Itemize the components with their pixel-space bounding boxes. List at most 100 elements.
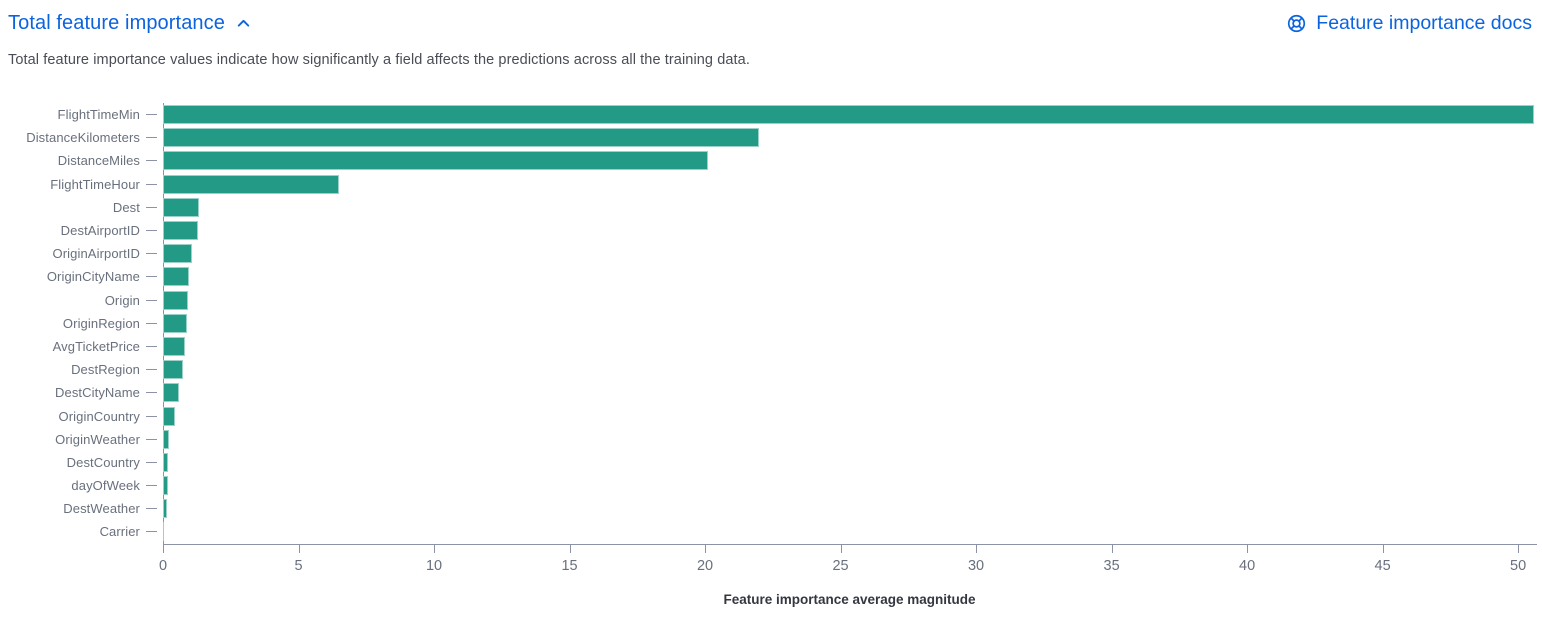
section-title: Total feature importance [8, 12, 225, 34]
bar-row: AvgTicketPrice [0, 335, 1542, 358]
y-axis-label: DistanceKilometers [26, 130, 140, 146]
y-tick-mark [140, 196, 163, 219]
y-axis-label: OriginAirportID [52, 246, 140, 262]
y-axis-label: DestAirportID [60, 223, 140, 239]
bar-row: DestCityName [0, 381, 1542, 404]
bar-row: FlightTimeMin [0, 103, 1542, 126]
importance-bar[interactable] [163, 383, 179, 403]
x-tick-mark [163, 543, 164, 553]
x-tick-label: 10 [425, 557, 443, 574]
importance-bar[interactable] [163, 452, 168, 472]
bar-row: DestAirportID [0, 219, 1542, 242]
x-tick-label: 45 [1374, 557, 1391, 574]
y-tick-mark [140, 219, 163, 242]
importance-bar[interactable] [163, 128, 760, 148]
y-tick-mark [140, 335, 163, 358]
y-tick-mark [140, 265, 163, 288]
y-tick-mark [140, 126, 163, 149]
bar-row: DestWeather [0, 497, 1542, 520]
importance-bar[interactable] [163, 360, 183, 380]
section-description: Total feature importance values indicate… [8, 52, 750, 68]
bar-row: DestCountry [0, 451, 1542, 474]
x-tick-mark [705, 543, 707, 553]
bar-row: dayOfWeek [0, 474, 1542, 497]
bar-row: DistanceKilometers [0, 126, 1542, 149]
x-tick-mark [840, 543, 842, 553]
x-tick-mark [1518, 543, 1520, 553]
bar-rows: FlightTimeMin DistanceKilometers DistanceM… [0, 103, 1542, 544]
total-feature-importance-toggle[interactable]: Total feature importance [8, 12, 252, 35]
importance-bar[interactable] [163, 476, 168, 496]
feature-importance-docs-link[interactable]: Feature importance docs [1286, 12, 1532, 35]
x-tick-label: 50 [1510, 557, 1527, 574]
bar-row: OriginCityName [0, 265, 1542, 288]
y-tick-mark [140, 149, 163, 172]
x-axis-line [163, 543, 1537, 545]
y-axis-label: OriginCityName [46, 269, 140, 285]
y-axis-label: OriginWeather [55, 431, 140, 447]
x-tick-mark [976, 543, 978, 553]
importance-bar[interactable] [163, 429, 169, 449]
y-axis-label: FlightTimeHour [50, 176, 140, 192]
y-tick-mark [140, 103, 163, 126]
x-tick-label: 40 [1239, 557, 1256, 574]
bar-row: Dest [0, 196, 1542, 219]
x-tick-label: 20 [696, 557, 714, 574]
y-axis-label: AvgTicketPrice [52, 338, 140, 354]
lifebuoy-help-icon [1288, 14, 1306, 33]
importance-bar[interactable] [163, 221, 199, 241]
bar-row: OriginRegion [0, 312, 1542, 335]
importance-bar[interactable] [163, 151, 708, 171]
x-tick-mark [1247, 543, 1249, 553]
importance-bar[interactable] [163, 336, 186, 356]
y-tick-mark [140, 404, 163, 427]
y-tick-mark [140, 242, 163, 265]
x-axis-title: Feature importance average magnitude [723, 591, 976, 607]
chevron-up-icon[interactable] [235, 15, 252, 32]
y-tick-mark [140, 451, 163, 474]
y-axis-label: DestWeather [63, 501, 140, 517]
bar-row: DestRegion [0, 358, 1542, 381]
y-axis-label: OriginRegion [62, 315, 140, 331]
bar-row: Carrier [0, 520, 1542, 543]
y-axis-label: DestCountry [66, 454, 140, 470]
y-tick-mark [140, 381, 163, 404]
y-tick-mark [140, 312, 163, 335]
bar-row: OriginCountry [0, 404, 1542, 427]
bar-row: OriginAirportID [0, 242, 1542, 265]
x-tick-mark [1382, 543, 1384, 553]
y-axis-label: Origin [104, 292, 140, 308]
importance-bar[interactable] [163, 290, 189, 310]
y-tick-mark [140, 474, 163, 497]
y-axis-label: DestRegion [71, 362, 140, 378]
importance-bar[interactable] [163, 313, 187, 333]
importance-bar[interactable] [163, 406, 175, 426]
importance-bar[interactable] [163, 197, 200, 217]
y-axis-label: OriginCountry [58, 408, 140, 424]
importance-bar[interactable] [163, 267, 189, 287]
x-tick-mark [569, 543, 571, 553]
bar-row: OriginWeather [0, 428, 1542, 451]
y-tick-mark [140, 173, 163, 196]
x-tick-label: 30 [967, 557, 985, 574]
bar-row: DistanceMiles [0, 149, 1542, 172]
x-tick-label: 25 [832, 557, 849, 574]
x-tick-mark [434, 543, 436, 553]
x-tick-mark [1111, 543, 1113, 553]
importance-bar[interactable] [163, 244, 192, 264]
y-axis-label: Carrier [99, 524, 140, 540]
y-tick-mark [140, 520, 163, 543]
importance-bar[interactable] [163, 522, 165, 542]
bar-row: Origin [0, 289, 1542, 312]
y-tick-mark [140, 358, 163, 381]
y-tick-mark [140, 289, 163, 312]
importance-bar[interactable] [163, 174, 340, 194]
x-tick-label: 15 [561, 557, 578, 574]
y-axis-label: DistanceMiles [57, 153, 140, 169]
importance-bar[interactable] [163, 105, 1535, 125]
bar-row: FlightTimeHour [0, 173, 1542, 196]
y-axis-label: DestCityName [55, 385, 140, 401]
x-tick-mark [298, 543, 300, 553]
importance-bar[interactable] [163, 499, 168, 519]
panel-header: Total feature importance Feature importa… [8, 12, 1532, 35]
